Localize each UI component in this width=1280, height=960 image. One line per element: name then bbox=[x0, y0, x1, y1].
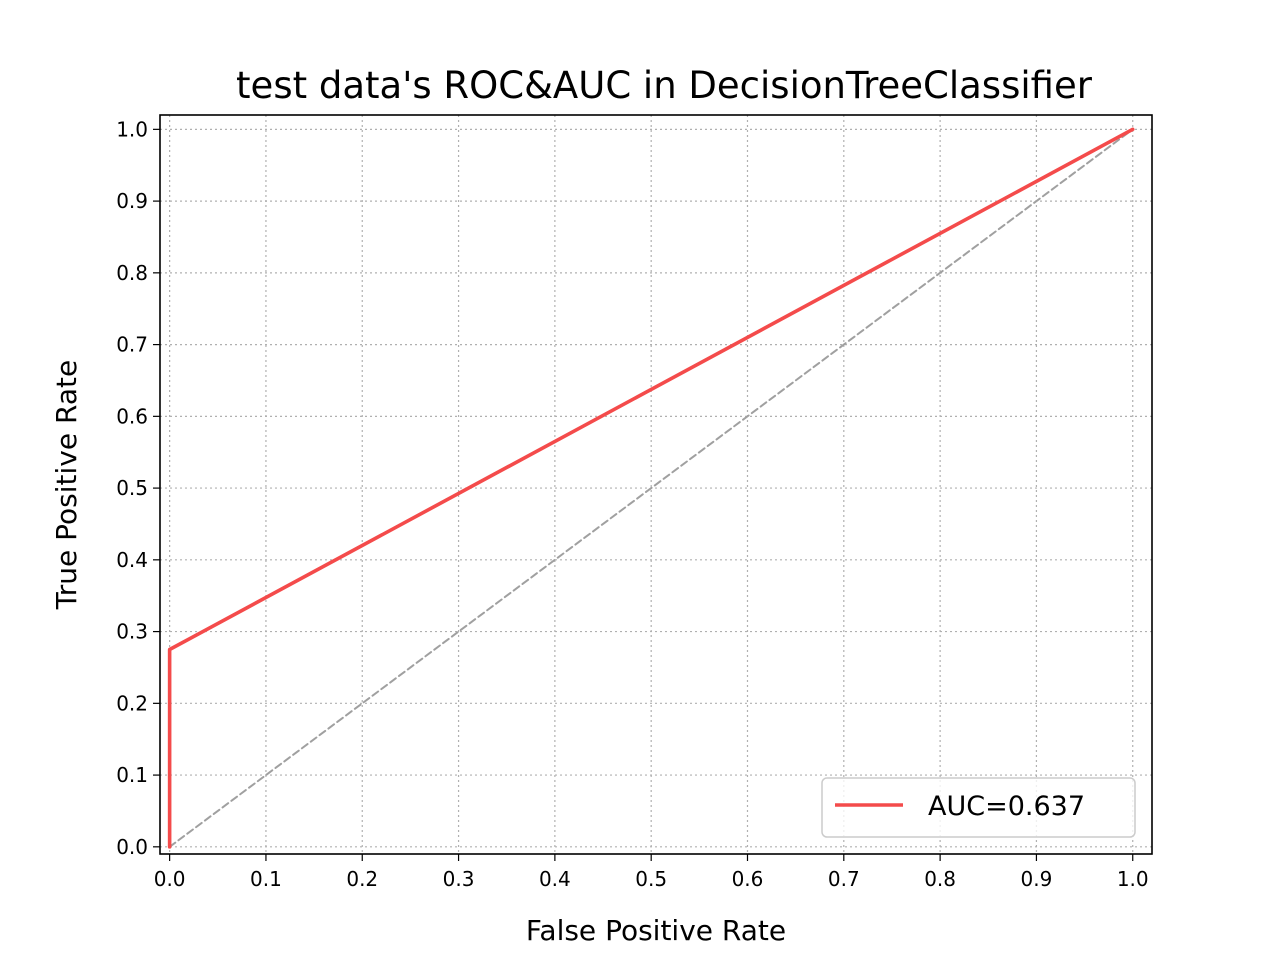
series-layer bbox=[167, 127, 1135, 849]
x-tick-label: 0.5 bbox=[635, 867, 667, 891]
y-tick-label: 0.6 bbox=[116, 404, 148, 428]
y-tick-label: 0.7 bbox=[116, 333, 148, 357]
chance-diagonal-line bbox=[168, 128, 1134, 848]
legend: AUC=0.637 bbox=[821, 777, 1136, 838]
x-tick-label: 0.2 bbox=[346, 867, 378, 891]
x-tick-label: 0.8 bbox=[924, 867, 956, 891]
y-axis-label: True Positive Rate bbox=[50, 360, 83, 610]
x-axis-label: False Positive Rate bbox=[526, 914, 786, 947]
y-tick-label: 0.9 bbox=[116, 189, 148, 213]
y-tick-label: 0.4 bbox=[116, 548, 148, 572]
x-tick-label: 0.3 bbox=[443, 867, 475, 891]
y-tick-label: 0.2 bbox=[116, 691, 148, 715]
chart-title: test data's ROC&AUC in DecisionTreeClass… bbox=[236, 64, 1093, 107]
y-tick-label: 0.0 bbox=[116, 835, 148, 859]
ticks-layer: 0.0 0.1 0.2 0.3 0.4 0.5 0.6 0.7 0.8 0.9 1.0 0.0 0.1 0… bbox=[116, 117, 1148, 891]
x-tick-label: 0.4 bbox=[539, 867, 571, 891]
y-tick-label: 0.8 bbox=[116, 261, 148, 285]
x-tick-label: 0.0 bbox=[154, 867, 186, 891]
x-tick-label: 0.6 bbox=[732, 867, 764, 891]
y-tick-label: 0.3 bbox=[116, 620, 148, 644]
legend-box bbox=[821, 777, 1136, 838]
x-tick-label: 0.9 bbox=[1021, 867, 1053, 891]
y-tick-label: 0.1 bbox=[116, 763, 148, 787]
x-tick-label: 0.7 bbox=[828, 867, 860, 891]
roc-curve-line bbox=[167, 127, 1135, 849]
x-tick-label: 0.1 bbox=[250, 867, 282, 891]
plot-frame bbox=[159, 114, 1153, 855]
y-tick-label: 1.0 bbox=[116, 117, 148, 141]
x-tick-label: 1.0 bbox=[1117, 867, 1149, 891]
y-tick-label: 0.5 bbox=[116, 476, 148, 500]
grid-layer bbox=[160, 115, 1152, 854]
legend-label: AUC=0.637 bbox=[928, 791, 1085, 822]
